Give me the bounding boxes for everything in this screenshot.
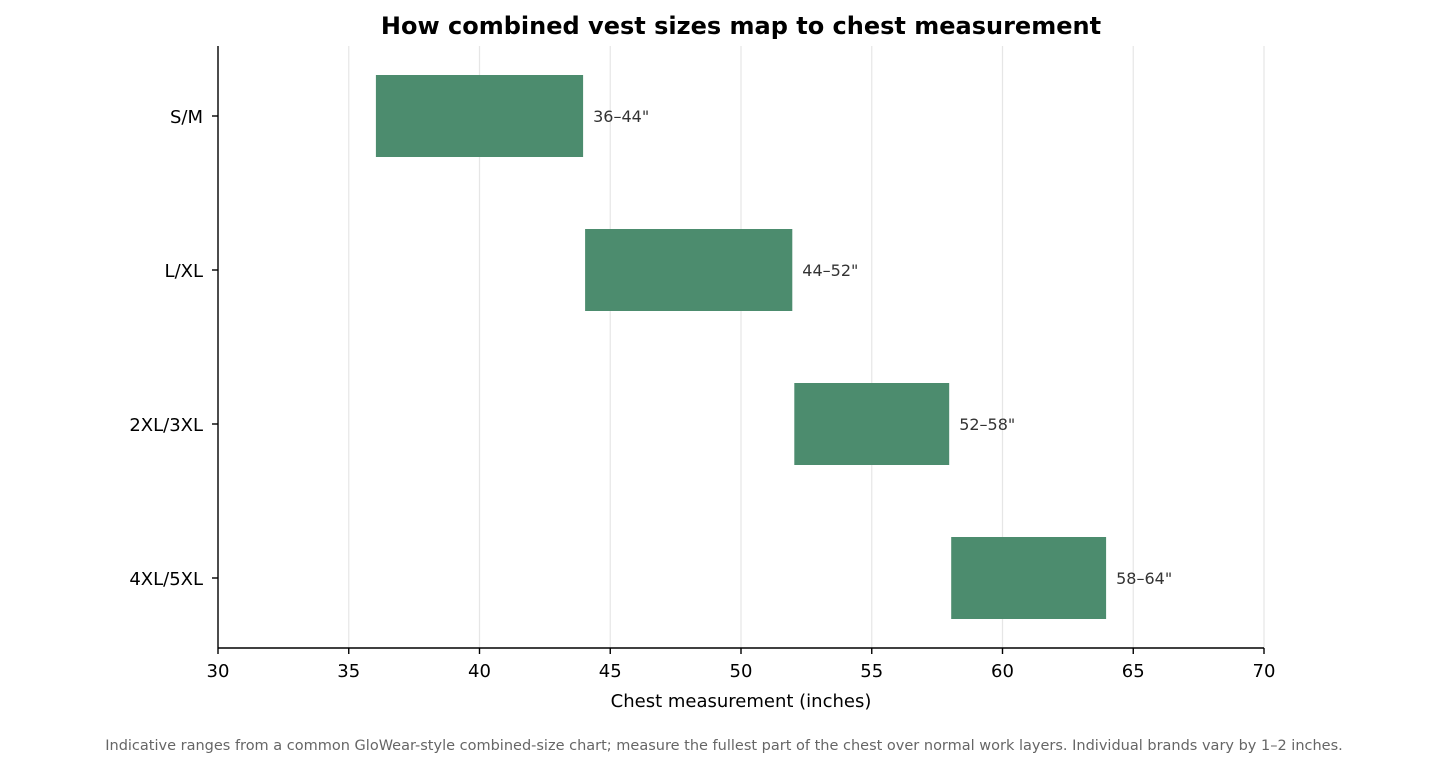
y-axis-ticks: S/M L/XL 2XL/3XL 4XL/5XL [129, 107, 218, 590]
bar-2 [794, 383, 950, 465]
data-labels: 36–44" 44–52" 52–58" 58–64" [593, 107, 1172, 588]
x-tick-label-2: 40 [468, 661, 491, 682]
y-tick-label-3: 4XL/5XL [129, 569, 203, 590]
bar-1 [585, 229, 793, 311]
data-label-0: 36–44" [593, 107, 649, 126]
y-tick-label-1: L/XL [165, 261, 203, 282]
x-tick-label-1: 35 [337, 661, 360, 682]
x-tick-label-5: 55 [860, 661, 883, 682]
bar-3 [951, 537, 1107, 619]
footnote: Indicative ranges from a common GloWear-… [105, 738, 1343, 754]
x-tick-label-6: 60 [991, 661, 1014, 682]
x-axis-ticks: 30 35 40 45 50 55 60 65 70 [207, 648, 1276, 682]
x-axis-label: Chest measurement (inches) [611, 691, 872, 712]
x-tick-label-0: 30 [207, 661, 230, 682]
x-tick-label-3: 45 [599, 661, 622, 682]
chart-title: How combined vest sizes map to chest mea… [381, 12, 1101, 40]
bars [375, 75, 1107, 619]
data-label-2: 52–58" [959, 415, 1015, 434]
x-tick-label-4: 50 [730, 661, 753, 682]
data-label-1: 44–52" [802, 261, 858, 280]
y-tick-label-0: S/M [170, 107, 203, 128]
x-tick-label-7: 65 [1122, 661, 1145, 682]
data-label-3: 58–64" [1116, 569, 1172, 588]
x-tick-label-8: 70 [1253, 661, 1276, 682]
bar-0 [375, 75, 584, 157]
y-tick-label-2: 2XL/3XL [129, 415, 203, 436]
